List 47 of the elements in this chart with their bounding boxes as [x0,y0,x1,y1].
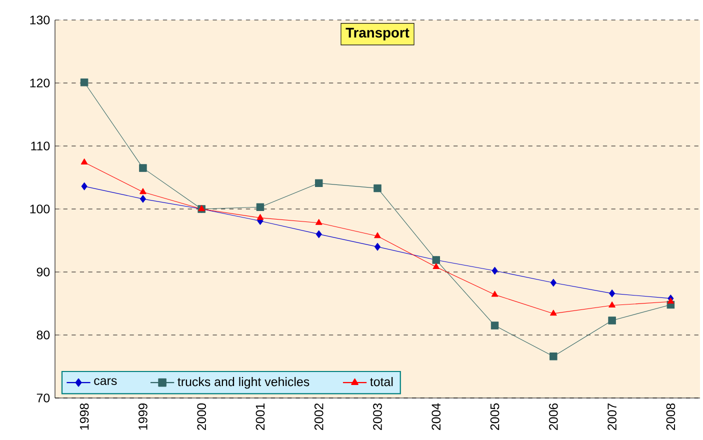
point [608,302,616,308]
y-tick-label: 110 [31,142,50,150]
point [256,214,264,220]
y-tick-label: 80 [36,330,50,340]
legend-label: trucks and light vehicles [178,377,310,389]
point [609,290,616,298]
point [316,230,322,238]
x-tick-label: 2002 [314,404,324,430]
y-tick-label: 70 [36,394,50,402]
point [432,263,440,270]
x-tick-label: 2003 [373,403,382,430]
point [140,188,146,194]
point [140,195,146,203]
y-tick-label: 130 [30,16,50,24]
point [550,310,557,316]
point [314,179,323,188]
x-tick-label: 2006 [549,403,558,430]
point [667,298,674,304]
point [80,158,88,164]
point [81,182,88,190]
point [374,232,381,238]
point [550,278,556,287]
x-tick-label: 2004 [432,403,441,430]
point [492,266,498,275]
x-tick-label: 2008 [666,403,676,430]
point [608,316,616,324]
point [80,78,88,86]
x-tick-label: 2000 [197,403,206,430]
point [550,352,558,360]
y-tick-label: 90 [36,268,50,276]
point [374,184,382,192]
point [315,218,322,225]
point [490,322,499,330]
x-tick-label: 1998 [80,403,89,430]
y-tick-label: 100 [30,204,50,214]
point [374,242,380,251]
point [139,164,147,172]
x-tick-label: 1999 [138,403,148,430]
point [491,290,498,297]
x-tick-label: 2001 [256,404,265,430]
x-tick-label: 2005 [490,403,500,430]
x-tick-label: 2007 [608,404,616,430]
legend-label: total [370,377,393,386]
y-tick-label: 120 [30,78,50,88]
point [256,203,264,211]
text: Transport [346,28,410,40]
legend-label: cars [94,378,117,386]
